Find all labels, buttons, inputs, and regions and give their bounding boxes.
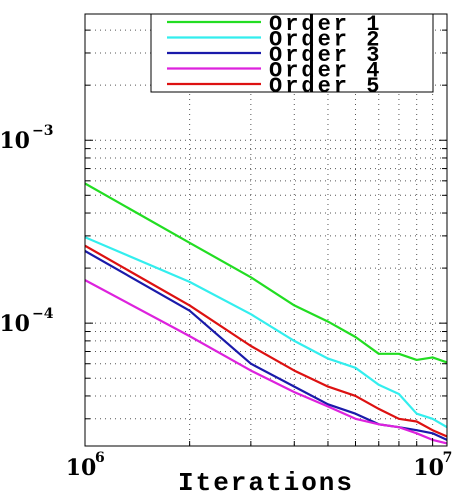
legend-label: Order 4 xyxy=(269,59,382,84)
y-tick-label: 10 xyxy=(0,311,30,337)
x-tick-label: 10 xyxy=(66,455,97,481)
legend-label: Order 1 xyxy=(269,12,382,37)
series-line-order-5 xyxy=(85,244,447,438)
series-line-order-2 xyxy=(85,236,447,429)
y-tick-label-exponent: −3 xyxy=(32,123,53,139)
x-tick-label: 10 xyxy=(413,455,444,481)
x-axis-label: Iterations xyxy=(178,468,354,494)
series-line-order-1 xyxy=(85,182,447,364)
x-tick-label-exponent: 7 xyxy=(443,450,453,466)
x-tick-label-exponent: 6 xyxy=(95,450,105,466)
series-line-order-3 xyxy=(85,250,447,441)
legend-label: Order 2 xyxy=(269,28,382,53)
series-layer xyxy=(85,182,447,445)
y-tick-label: 10 xyxy=(0,128,30,154)
y-tick-label-exponent: −4 xyxy=(32,306,54,322)
legend-label: Order 5 xyxy=(269,74,382,99)
series-line-order-4 xyxy=(85,279,447,445)
legend-label: Order 3 xyxy=(269,43,382,68)
